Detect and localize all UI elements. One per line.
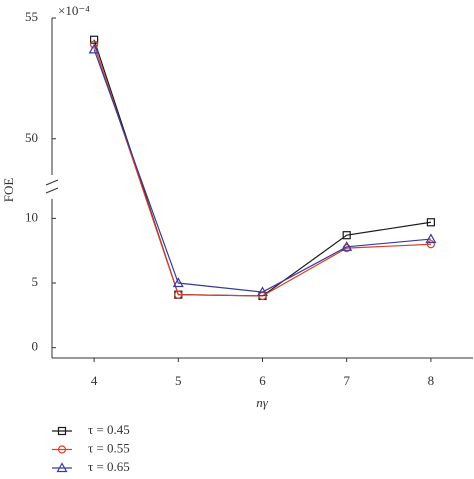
y-tick-label: 10 [25, 209, 38, 224]
y-tick-label: 0 [32, 339, 39, 354]
marker [426, 240, 435, 249]
y-tick-label: 55 [25, 9, 38, 24]
marker [56, 462, 68, 473]
marker [57, 445, 67, 454]
y-multiplier: ×10⁻⁴ [58, 3, 90, 18]
marker [256, 286, 269, 297]
marker [89, 40, 99, 49]
legend-label: τ = 0.65 [88, 459, 130, 474]
marker [88, 43, 100, 54]
marker [174, 290, 183, 299]
marker [172, 277, 184, 288]
axis-break [45, 179, 59, 186]
marker [341, 241, 353, 251]
series-line [93, 44, 431, 297]
marker [89, 35, 99, 44]
marker [342, 231, 351, 240]
series-line [93, 39, 431, 297]
x-tick-label: 5 [175, 373, 182, 388]
marker [426, 218, 435, 227]
x-tick-label: 8 [428, 373, 435, 388]
y-axis-label: FOE [1, 178, 16, 203]
series-line [93, 49, 431, 293]
axis-break [45, 187, 59, 194]
y-tick-label: 5 [32, 274, 39, 289]
x-axis-label: nγ [256, 395, 269, 410]
x-tick-label: 4 [91, 373, 98, 388]
x-tick-label: 6 [259, 373, 266, 388]
legend-label: τ = 0.55 [88, 440, 130, 455]
marker [57, 426, 67, 436]
y-tick-label: 50 [25, 130, 38, 145]
x-tick-label: 7 [343, 373, 350, 388]
marker [425, 233, 437, 244]
legend-label: τ = 0.45 [88, 422, 130, 437]
